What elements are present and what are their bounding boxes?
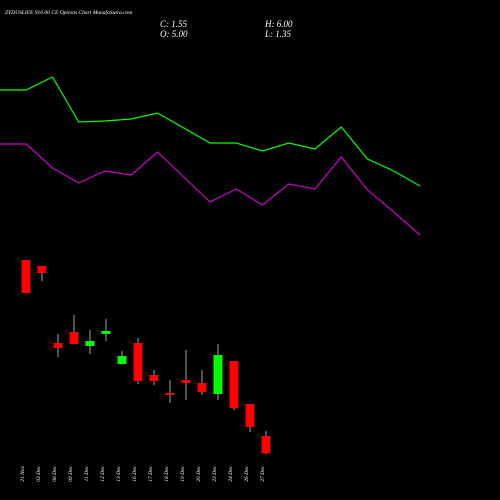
x-tick-label: 26 Dec: [244, 465, 250, 481]
candle-body: [261, 436, 271, 454]
high-label: H: 6.00: [264, 19, 293, 29]
x-tick-label: 16 Dec: [132, 465, 138, 481]
candle-body: [21, 260, 31, 293]
candle-body: [213, 355, 223, 394]
candle-body: [85, 341, 95, 346]
close-label: C: 1.55: [160, 19, 188, 29]
chart-title: ZYDUSLIFE 910.00 CE Options Chart Munafa…: [5, 9, 132, 16]
low-label: L: 1.35: [264, 29, 292, 39]
candle-body: [37, 266, 47, 273]
candle-body: [53, 343, 63, 348]
x-tick-label: 03 Dec: [36, 465, 42, 481]
overlay-line: [0, 143, 421, 236]
x-tick-label: 06 Dec: [52, 465, 58, 481]
x-tick-label: 17 Dec: [148, 465, 154, 481]
x-tick-label: 18 Dec: [164, 465, 170, 481]
overlay-line: [0, 76, 421, 187]
x-tick-label: 24 Dec: [227, 465, 234, 481]
x-tick-label: 21 Nov: [20, 465, 26, 481]
x-tick-label: 09 Dec: [68, 465, 74, 481]
candle-body: [229, 361, 239, 408]
x-tick-label: 27 Dec: [260, 465, 266, 481]
open-label: O: 5.00: [160, 29, 188, 39]
candle-body: [101, 331, 111, 334]
candle-body: [197, 383, 207, 392]
candle-body: [165, 393, 175, 395]
x-tick-label: 20 Dec: [196, 465, 202, 481]
x-tick-label: 23 Dec: [212, 465, 218, 481]
candle-body: [181, 380, 191, 383]
x-tick-label: 11 Dec: [84, 465, 90, 481]
candle-body: [245, 404, 255, 427]
candle-body: [117, 356, 127, 364]
candle-body: [149, 375, 159, 381]
x-tick-label: 19 Dec: [180, 465, 186, 481]
x-tick-label: 13 Dec: [116, 465, 122, 481]
x-tick-label: 12 Dec: [100, 465, 106, 481]
candle-body: [69, 332, 79, 344]
candle-body: [133, 343, 143, 381]
